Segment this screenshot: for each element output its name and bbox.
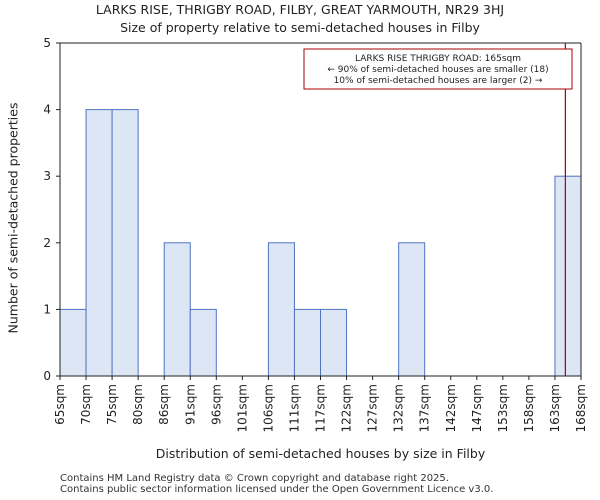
footer-copyright: Contains HM Land Registry data © Crown c… (60, 473, 449, 484)
bar-65sqm (59, 308, 87, 377)
bar-70sqm (85, 109, 113, 377)
bar-106sqm (267, 242, 295, 377)
chart-subtitle: Size of property relative to semi-detach… (120, 20, 480, 35)
bar-163sqm (554, 175, 582, 377)
x-tick-label-158sqm: 158sqm (522, 384, 536, 432)
x-tick-label-137sqm: 137sqm (418, 384, 432, 432)
y-tick-label-0: 0 (43, 369, 51, 383)
x-tick-label-80sqm: 80sqm (131, 384, 145, 425)
chart-title: LARKS RISE, THRIGBY ROAD, FILBY, GREAT Y… (95, 2, 505, 17)
y-tick-label-5: 5 (43, 36, 51, 50)
x-tick-label-96sqm: 96sqm (209, 384, 223, 425)
bar-111sqm (293, 308, 322, 377)
y-tick-label-3: 3 (43, 169, 51, 183)
x-tick-label-132sqm: 132sqm (392, 384, 406, 432)
x-tick-label-122sqm: 122sqm (340, 384, 354, 432)
x-tick-label-142sqm: 142sqm (444, 384, 458, 432)
x-tick-label-86sqm: 86sqm (157, 384, 171, 425)
y-tick-label-4: 4 (43, 103, 51, 117)
x-tick-label-70sqm: 70sqm (79, 384, 93, 425)
y-tick-label-2: 2 (43, 236, 51, 250)
bar-132sqm (398, 242, 426, 377)
annotation-line-1: LARKS RISE THRIGBY ROAD: 165sqm (355, 54, 521, 64)
x-tick-label-111sqm: 111sqm (287, 384, 301, 432)
x-tick-label-101sqm: 101sqm (235, 384, 249, 432)
x-tick-label-91sqm: 91sqm (183, 384, 197, 425)
bar-75sqm (111, 109, 139, 377)
x-tick-label-127sqm: 127sqm (366, 384, 380, 432)
x-axis-label: Distribution of semi-detached houses by … (155, 446, 486, 461)
annotation-box (303, 48, 573, 90)
bar-91sqm (189, 308, 217, 377)
x-tick-label-168sqm: 168sqm (574, 384, 588, 432)
annotation-line-3: 10% of semi-detached houses are larger (… (334, 76, 543, 86)
x-tick-label-106sqm: 106sqm (261, 384, 275, 432)
x-tick-label-65sqm: 65sqm (53, 384, 67, 425)
x-tick-label-153sqm: 153sqm (496, 384, 510, 432)
annotation-line-2: ← 90% of semi-detached houses are smalle… (327, 65, 548, 75)
x-tick-label-163sqm: 163sqm (548, 384, 562, 432)
x-tick-label-75sqm: 75sqm (105, 384, 119, 425)
bar-86sqm (163, 242, 191, 377)
x-tick-label-117sqm: 117sqm (314, 384, 328, 432)
x-tick-label-147sqm: 147sqm (470, 384, 484, 432)
footer-licence: Contains public sector information licen… (60, 484, 494, 495)
bar-117sqm (320, 308, 348, 377)
y-tick-label-1: 1 (43, 302, 51, 316)
